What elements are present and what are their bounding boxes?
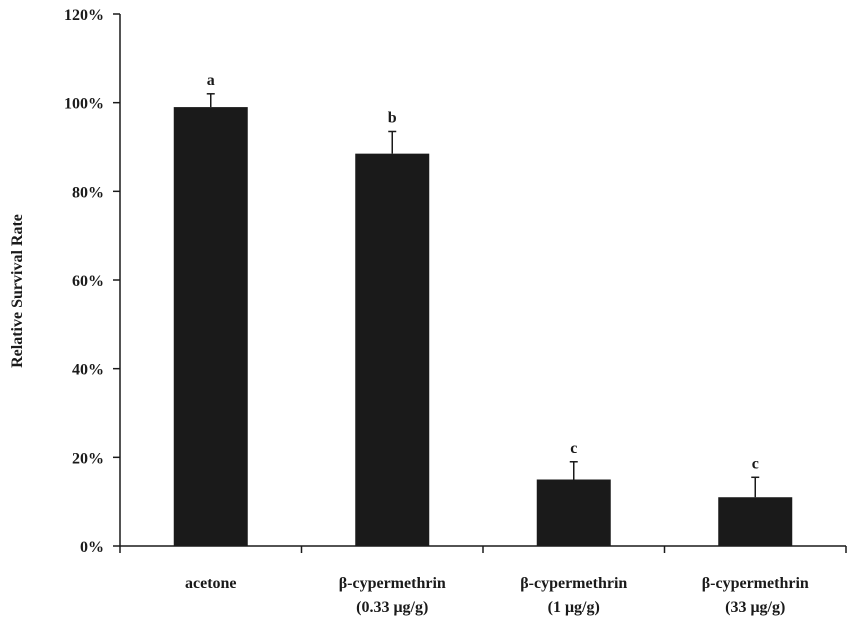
y-tick-label: 100% [64,96,104,113]
bar [536,479,611,546]
bars [173,107,793,546]
error-bars [206,93,760,498]
y-tick-label: 120% [64,7,104,24]
y-tick-label: 80% [72,184,104,201]
significance-label: a [207,72,215,89]
category-labels: acetone β-cypermethrin (0.33 μg/g) β-cyperm… [185,575,809,616]
bar [718,497,793,546]
y-tick-label: 20% [72,450,104,467]
category-label: β-cypermethrin [520,575,627,592]
y-tick-label: 40% [72,362,104,379]
significance-label: c [570,440,577,457]
y-axis-label: Relative Survival Rate [9,214,26,368]
category-label-line2: (33 μg/g) [725,599,785,616]
category-label: acetone [185,575,237,592]
category-label: β-cypermethrin [702,575,809,592]
category-label-line2: (0.33 μg/g) [356,599,428,616]
category-label: β-cypermethrin [339,575,446,592]
significance-label: b [388,109,397,126]
y-tick-label: 60% [72,273,104,290]
x-axis [119,545,847,553]
significance-labels: a b c c [207,72,759,472]
significance-label: c [752,455,759,472]
y-axis: 0% 20% 40% 60% 80% 100% 120% [64,7,121,556]
bar [173,107,248,546]
category-label-line2: (1 μg/g) [548,599,600,616]
bar [355,153,430,546]
y-tick-label: 0% [80,539,104,556]
